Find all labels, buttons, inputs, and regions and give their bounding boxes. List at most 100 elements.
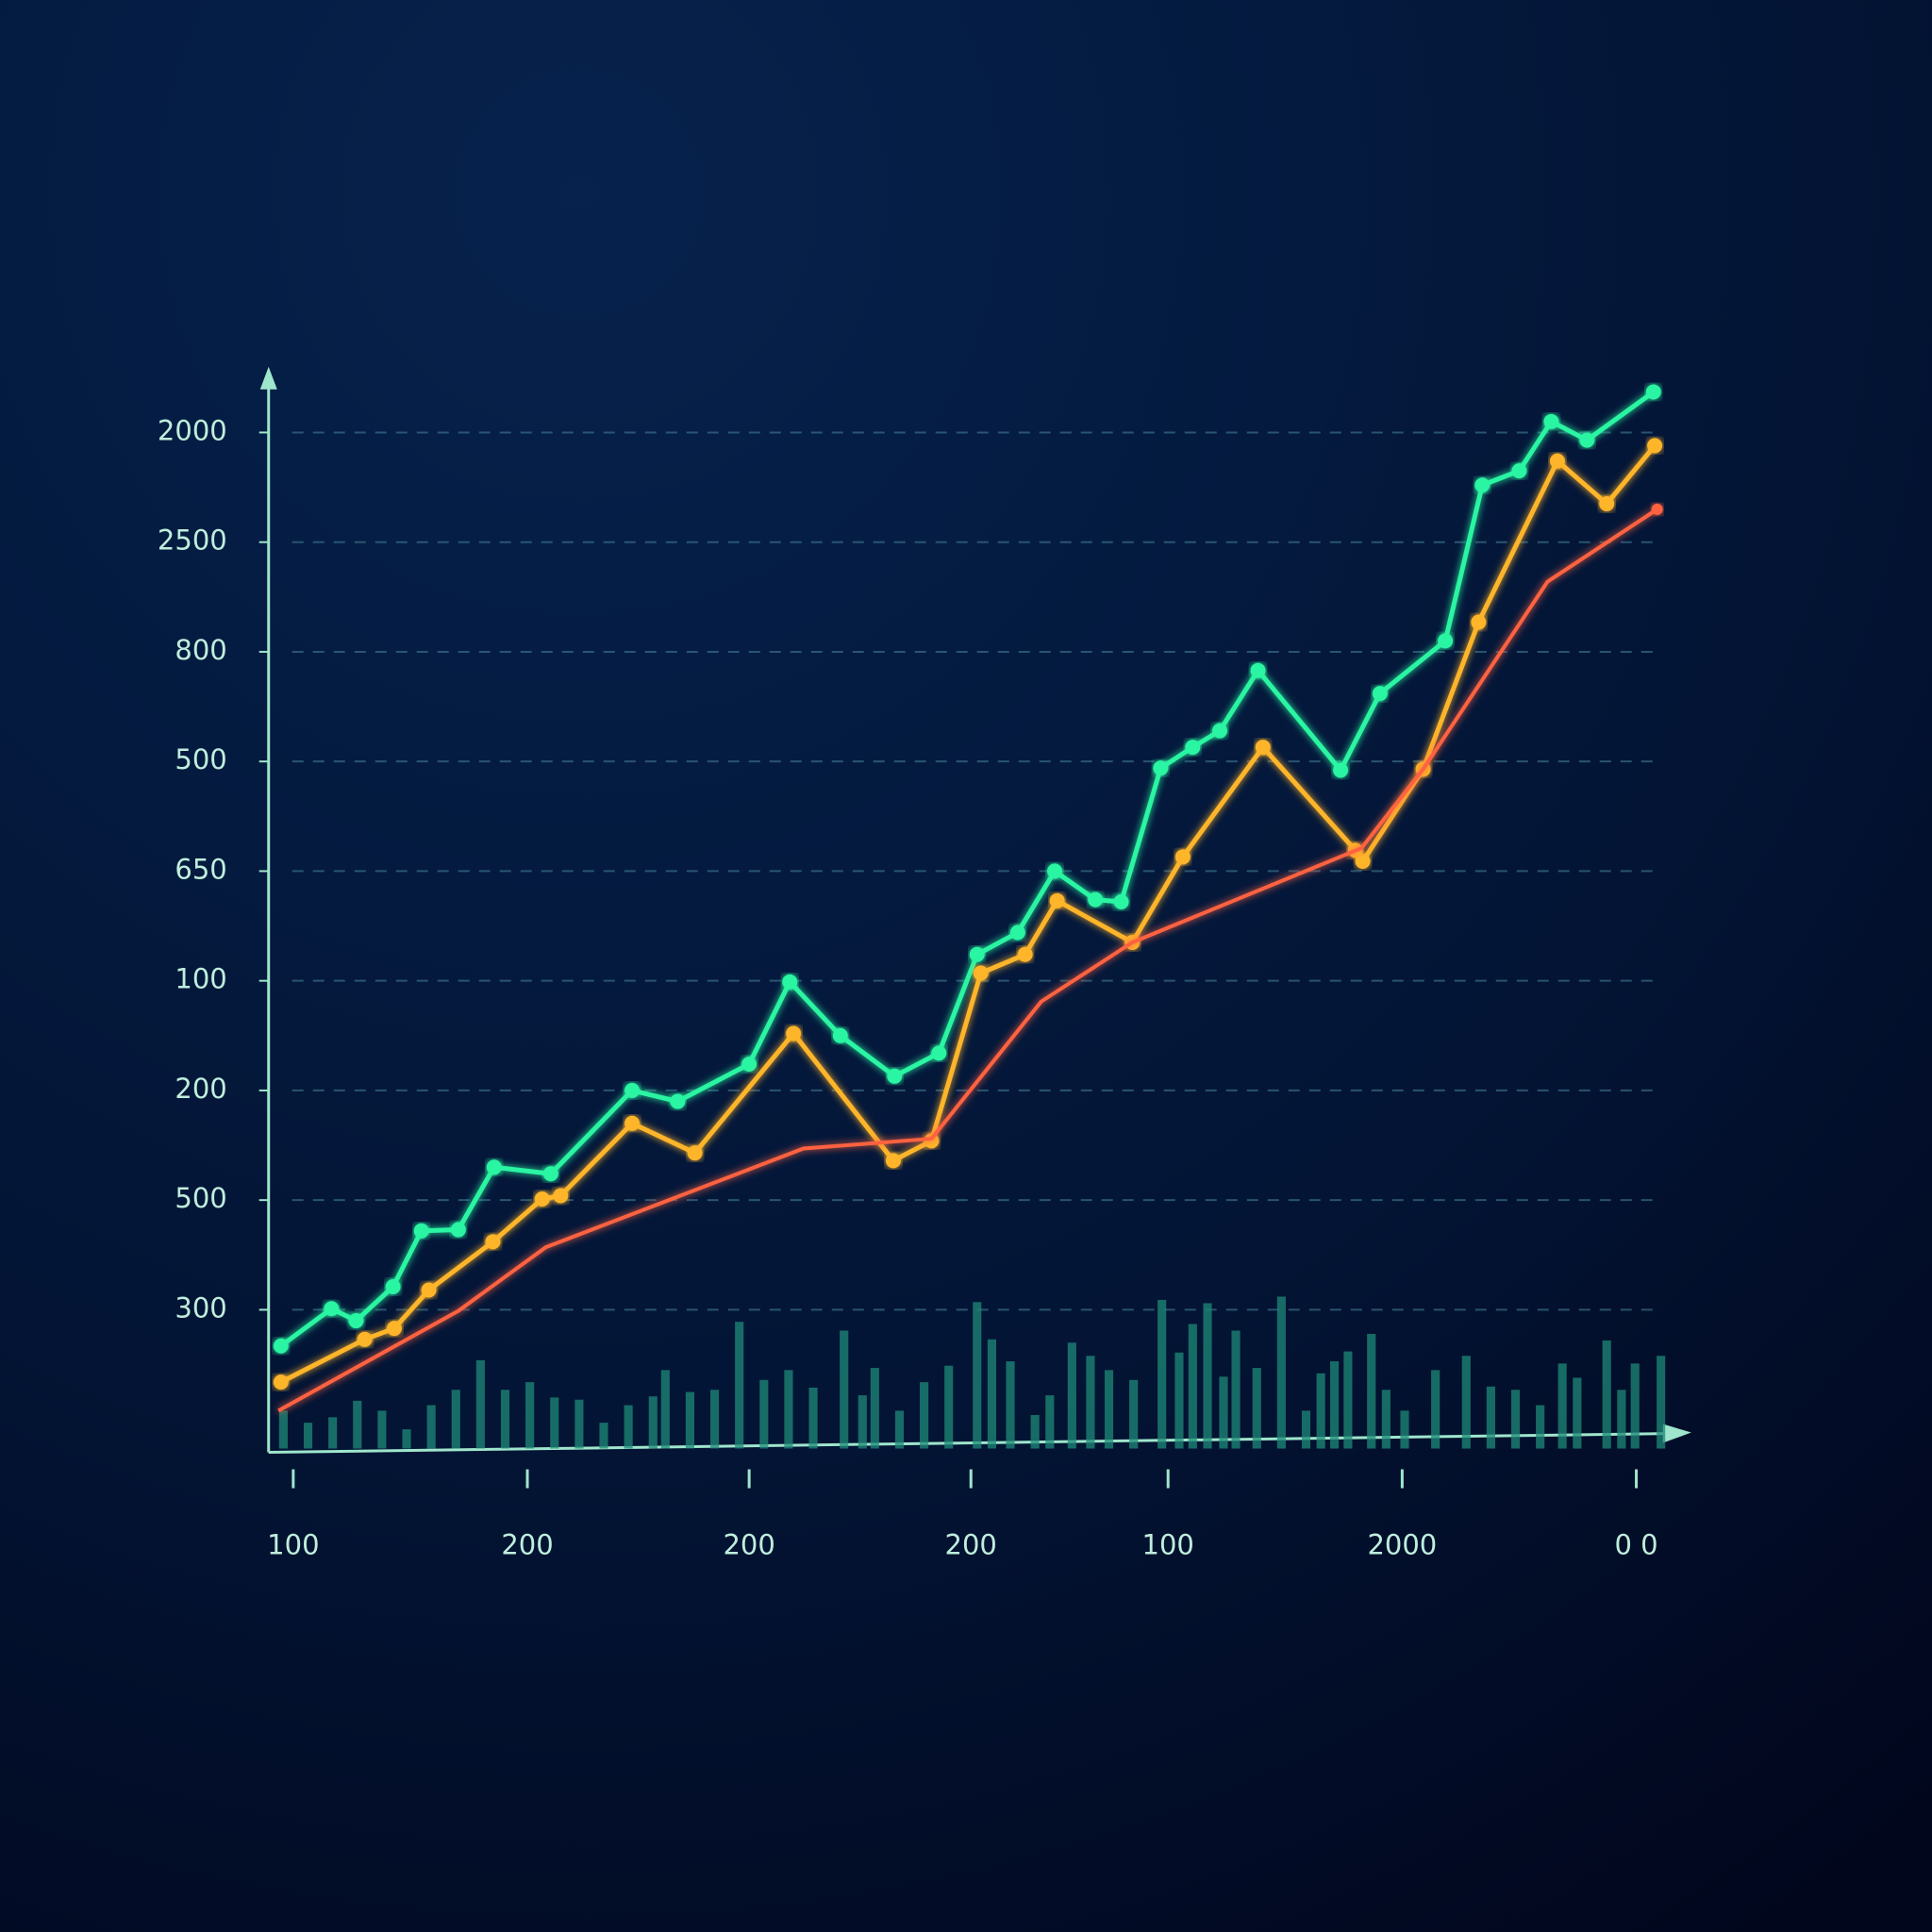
bar — [1006, 1361, 1015, 1449]
bar — [1329, 1361, 1340, 1449]
point — [1174, 849, 1191, 865]
bar — [735, 1322, 744, 1449]
point — [625, 1115, 641, 1131]
bar — [353, 1400, 362, 1449]
point — [1579, 432, 1595, 448]
bar — [784, 1370, 793, 1449]
x-axis — [268, 1432, 1676, 1455]
point — [1153, 760, 1169, 776]
bar — [1252, 1368, 1261, 1449]
series-line — [279, 390, 1656, 1348]
point — [450, 1222, 466, 1238]
point — [1647, 438, 1663, 454]
point — [1212, 723, 1228, 739]
bar — [709, 1390, 720, 1449]
bar — [1276, 1296, 1286, 1449]
point — [542, 1166, 558, 1182]
bar — [1174, 1352, 1184, 1449]
y-tick-label: 200 — [175, 1073, 226, 1105]
bar — [1301, 1410, 1311, 1449]
bar — [1104, 1370, 1114, 1449]
bar — [1030, 1415, 1040, 1449]
bar — [1203, 1303, 1212, 1449]
bar — [1343, 1351, 1353, 1449]
point — [357, 1331, 373, 1347]
point — [534, 1191, 550, 1208]
point — [485, 1234, 501, 1250]
y-tick-label: 2000 — [158, 414, 227, 446]
bar — [1367, 1333, 1376, 1449]
point — [885, 1153, 901, 1169]
bar — [599, 1423, 608, 1449]
point — [625, 1082, 641, 1098]
point — [348, 1313, 364, 1329]
bar — [944, 1365, 954, 1449]
point — [1543, 413, 1559, 429]
bar — [1067, 1342, 1076, 1449]
y-tick-label: 100 — [175, 963, 226, 995]
bar — [278, 1410, 288, 1449]
point — [1355, 853, 1371, 869]
bar — [648, 1396, 658, 1449]
bar — [328, 1417, 338, 1449]
point — [1511, 463, 1527, 479]
bar — [475, 1359, 485, 1449]
bar — [1158, 1299, 1167, 1449]
bar — [1381, 1390, 1391, 1449]
series-line — [277, 508, 1658, 1413]
bar — [1045, 1395, 1055, 1449]
bar — [1573, 1377, 1582, 1449]
point — [1471, 614, 1487, 630]
point — [1599, 496, 1615, 512]
x-tick-label: 100 — [267, 1529, 319, 1561]
bar — [1557, 1363, 1567, 1449]
y-axis-arrow — [259, 366, 277, 390]
point — [1047, 863, 1063, 879]
bar — [402, 1429, 411, 1449]
bar — [1129, 1379, 1139, 1449]
bar — [1461, 1356, 1471, 1449]
bar — [920, 1382, 929, 1449]
bar — [660, 1370, 670, 1449]
x-tick-label: 200 — [945, 1529, 997, 1561]
y-tick-label: 800 — [175, 634, 226, 666]
point — [413, 1223, 429, 1239]
point — [273, 1338, 289, 1354]
x-tick-label: 2000 — [1367, 1529, 1437, 1561]
y-tick-label: 2500 — [158, 525, 227, 557]
x-tick-label: 200 — [723, 1529, 774, 1561]
x-tick-label: 0 0 — [1614, 1529, 1657, 1561]
bar — [1086, 1356, 1095, 1449]
point — [1651, 503, 1663, 515]
point — [1049, 892, 1065, 908]
point — [486, 1159, 502, 1175]
point — [1009, 924, 1025, 941]
point — [1113, 893, 1129, 909]
bar — [685, 1391, 694, 1449]
point — [273, 1374, 289, 1391]
point — [1474, 477, 1491, 493]
bar — [624, 1405, 633, 1449]
point — [553, 1188, 569, 1204]
bar — [550, 1397, 559, 1449]
x-axis-arrow — [1662, 1424, 1691, 1443]
point — [973, 965, 989, 981]
bar — [1231, 1330, 1241, 1449]
bar — [808, 1387, 818, 1449]
bar — [1219, 1376, 1228, 1449]
bar — [973, 1302, 982, 1449]
bar — [525, 1382, 535, 1449]
point — [386, 1321, 402, 1337]
point — [782, 974, 798, 990]
x-tick-label: 100 — [1142, 1529, 1194, 1561]
y-tick-label: 300 — [175, 1291, 226, 1324]
bar — [987, 1339, 996, 1449]
point — [1438, 633, 1454, 649]
bar — [759, 1379, 769, 1449]
point — [931, 1045, 947, 1061]
point — [832, 1027, 848, 1043]
point — [1017, 946, 1033, 962]
